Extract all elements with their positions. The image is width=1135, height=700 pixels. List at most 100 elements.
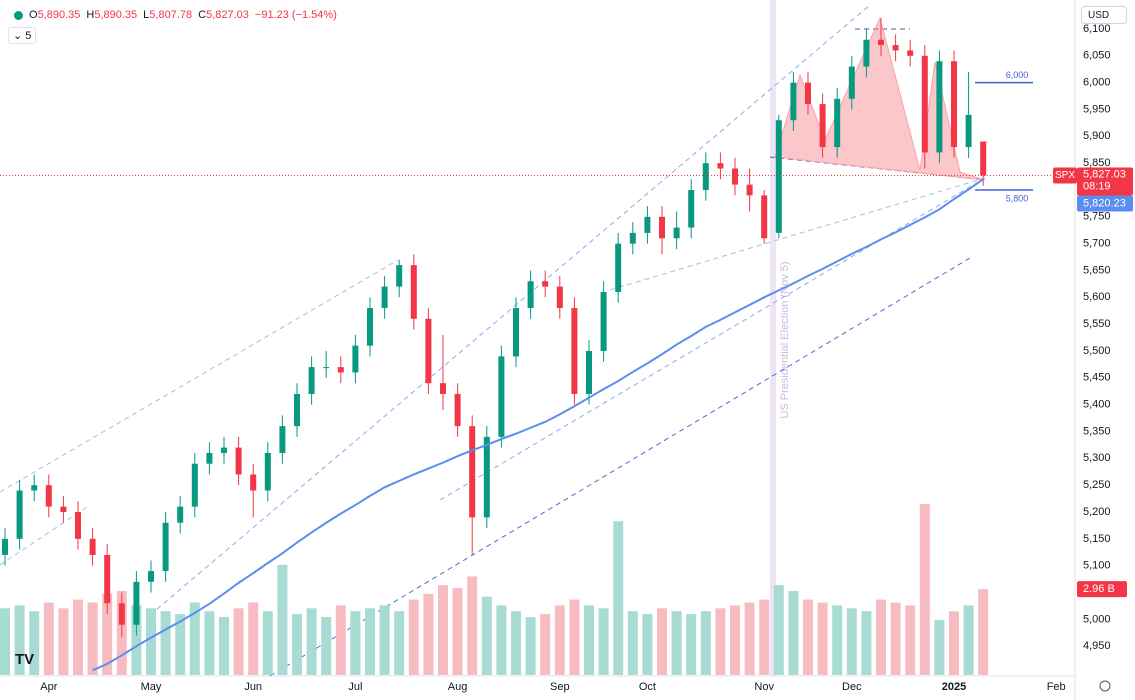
volume-bar bbox=[87, 602, 98, 675]
candle-body bbox=[469, 426, 476, 518]
volume-bar bbox=[978, 589, 989, 675]
volume-bar bbox=[189, 602, 200, 675]
volume-bar bbox=[14, 605, 25, 675]
y-tick-label: 6,000 bbox=[1083, 77, 1111, 89]
candle-body bbox=[834, 98, 841, 148]
candle-body bbox=[221, 447, 227, 453]
volume-bar bbox=[890, 602, 901, 675]
volume-bar bbox=[496, 605, 507, 675]
candle-body bbox=[673, 227, 680, 239]
field-value: 5,807.78 bbox=[149, 9, 193, 21]
volume-bar bbox=[335, 605, 346, 675]
candle-body bbox=[294, 393, 300, 427]
y-tick-label: 5,600 bbox=[1083, 291, 1111, 303]
volume-bar bbox=[43, 602, 54, 675]
candle-body bbox=[410, 265, 417, 319]
trendline bbox=[609, 177, 986, 291]
ohlc-field: O5,890.35 bbox=[29, 9, 80, 21]
volume-bar bbox=[233, 608, 244, 675]
volume-bar bbox=[949, 611, 959, 675]
volume-bar bbox=[554, 605, 565, 675]
candle-body bbox=[337, 367, 344, 373]
volume-bar bbox=[0, 608, 10, 675]
candle-body bbox=[483, 436, 490, 518]
count: 5 bbox=[25, 30, 32, 42]
y-tick-label: 5,300 bbox=[1083, 452, 1111, 464]
x-tick-label: May bbox=[141, 681, 162, 693]
level-label: 5,800 bbox=[1006, 193, 1029, 203]
candle-body bbox=[688, 189, 695, 228]
election-band bbox=[770, 0, 776, 676]
volume-bar bbox=[58, 608, 69, 675]
candle-body bbox=[761, 195, 768, 239]
indicator-count[interactable]: ⌄ 5 bbox=[8, 27, 37, 44]
status-dot bbox=[14, 10, 23, 20]
trendline bbox=[439, 177, 986, 501]
candle-body bbox=[980, 141, 987, 176]
volume-bar bbox=[540, 614, 551, 675]
candle-body bbox=[892, 45, 899, 51]
candle-body bbox=[819, 104, 826, 148]
candle-body bbox=[440, 383, 446, 394]
last-price-label: 5,827.03 bbox=[1083, 168, 1126, 180]
y-tick-label: 5,350 bbox=[1083, 425, 1111, 437]
trendline bbox=[0, 259, 399, 493]
candle-body bbox=[308, 367, 315, 394]
y-tick-label: 5,500 bbox=[1083, 345, 1111, 357]
candle-body bbox=[75, 512, 81, 539]
volume-bar bbox=[452, 588, 463, 675]
candle-body bbox=[45, 485, 52, 507]
ohlc-header: O5,890.35 H5,890.35 L5,807.78 C5,827.03 −91.… bbox=[14, 9, 337, 21]
volume-bar bbox=[700, 611, 711, 675]
volume-bar bbox=[204, 611, 215, 675]
volume-bar bbox=[423, 593, 434, 675]
volume-bar bbox=[730, 605, 740, 675]
volume-bar bbox=[598, 608, 609, 675]
candle-body bbox=[732, 168, 738, 185]
volume-bar bbox=[569, 599, 580, 675]
candle-body bbox=[425, 318, 432, 384]
x-tick-label: Apr bbox=[40, 681, 57, 693]
ohlc-field: L5,807.78 bbox=[143, 9, 192, 21]
candle-body bbox=[89, 538, 96, 555]
y-tick-label: 5,900 bbox=[1083, 130, 1111, 142]
candle-body bbox=[805, 82, 811, 105]
volume-bar bbox=[394, 611, 405, 675]
candle-body bbox=[2, 538, 8, 555]
volume-bar bbox=[803, 599, 813, 675]
ma-box bbox=[1077, 195, 1133, 212]
symbol-label: SPX bbox=[1055, 170, 1075, 181]
x-tick-label: Jul bbox=[348, 681, 362, 693]
plot: 6,000 5,800 bbox=[0, 18, 1075, 672]
candle-body bbox=[790, 82, 797, 121]
y-tick-label: 5,250 bbox=[1083, 479, 1111, 491]
x-tick-label: Aug bbox=[448, 681, 468, 693]
field-value: 5,827.03 bbox=[206, 9, 249, 21]
settings-icon[interactable] bbox=[1099, 680, 1111, 692]
candle-body bbox=[381, 286, 388, 309]
volume-bar bbox=[686, 614, 697, 675]
volume-bar bbox=[277, 564, 288, 675]
volume-bar bbox=[832, 605, 843, 675]
candle-body bbox=[454, 393, 461, 427]
volume-bar bbox=[292, 614, 302, 675]
candle-body bbox=[148, 571, 154, 582]
field-key: O bbox=[29, 9, 38, 21]
level-label: 6,000 bbox=[1006, 70, 1029, 80]
x-tick-label: Sep bbox=[550, 681, 570, 693]
volume-bar bbox=[642, 614, 653, 675]
logo: TV bbox=[15, 651, 34, 668]
candle-body bbox=[717, 163, 724, 169]
candle-body bbox=[177, 506, 184, 523]
x-tick-label: Dec bbox=[842, 681, 862, 693]
candle-body bbox=[702, 163, 709, 190]
candle-body bbox=[907, 50, 914, 56]
volume-bar bbox=[262, 611, 273, 675]
candle-body bbox=[527, 281, 534, 309]
candle-body bbox=[104, 554, 111, 604]
candle-body bbox=[878, 39, 884, 46]
candle-body bbox=[629, 232, 636, 244]
y-tick-label: 5,450 bbox=[1083, 372, 1111, 384]
currency[interactable]: USD bbox=[1081, 6, 1127, 24]
candle-body bbox=[921, 55, 928, 153]
